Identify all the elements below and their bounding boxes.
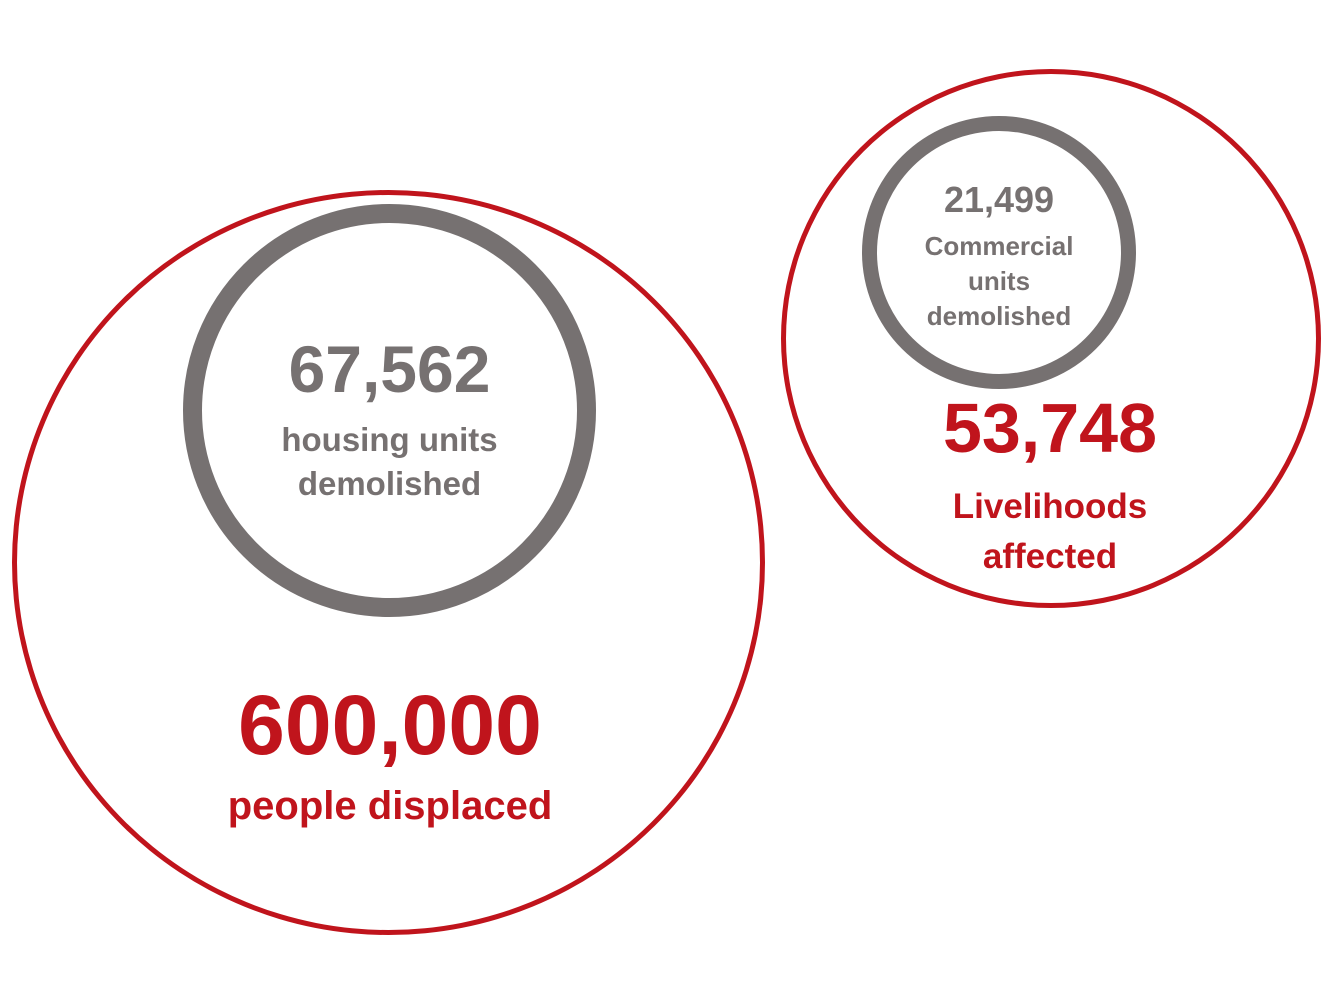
housing-units-label-line-1: housing units: [281, 421, 498, 458]
livelihoods-affected-label-line-2: affected: [982, 537, 1118, 576]
commercial-units-label-line-3: demolished: [926, 301, 1072, 331]
housing-units-label-line-2: demolished: [297, 465, 482, 502]
housing-units-circle: [183, 204, 596, 617]
commercial-units-label: Commercial units demolished: [865, 229, 1133, 334]
commercial-units-value: 21,499: [943, 179, 1055, 220]
people-displaced-value: 600,000: [238, 678, 542, 772]
livelihoods-affected-circle: [781, 69, 1321, 608]
commercial-units-label-line-1: Commercial: [924, 231, 1074, 261]
people-displaced-circle: [12, 190, 765, 935]
livelihoods-affected-value: 53,748: [942, 389, 1158, 467]
people-displaced-label: people displaced: [227, 784, 553, 828]
housing-units-label: housing units demolished: [188, 418, 591, 506]
livelihoods-affected-label: Livelihoods affected: [850, 482, 1250, 582]
commercial-units-label-line-2: units: [967, 266, 1031, 296]
livelihoods-affected-label-line-1: Livelihoods: [952, 487, 1148, 526]
housing-units-value: 67,562: [288, 332, 491, 406]
